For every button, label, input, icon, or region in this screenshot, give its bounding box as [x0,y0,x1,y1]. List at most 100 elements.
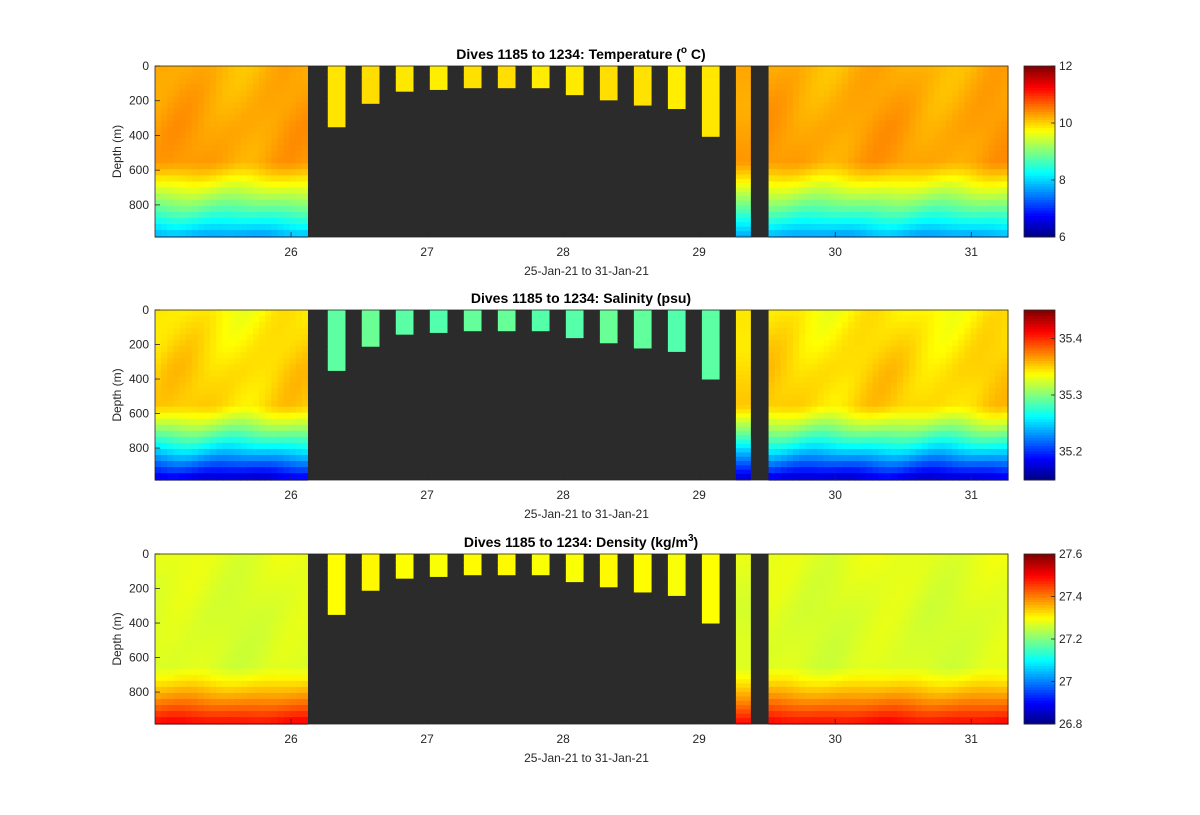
heat-cell [842,370,849,378]
heat-cell [271,132,279,140]
heat-cell [946,84,953,91]
heat-cell [939,66,947,73]
heat-cell [897,424,904,432]
heat-cell [246,72,254,79]
heat-cell [891,412,898,420]
heat-cell [161,668,168,676]
dive-bar [565,66,584,96]
heat-cell [265,467,272,474]
heat-cell [835,436,843,444]
heat-cell [222,352,230,359]
colorbar-swatch [1024,76,1055,80]
heat-cell [878,151,886,158]
heat-cell [173,698,181,706]
heat-cell [289,668,297,676]
heat-cell [768,108,776,116]
heat-cell [222,668,230,676]
heat-cell [252,108,260,116]
heat-cell [289,560,297,567]
heat-cell [866,376,874,384]
dive-cell [327,353,346,358]
heat-cell [835,230,843,237]
heat-cell [179,442,187,450]
heat-cell [842,376,849,384]
heat-cell [173,388,181,396]
heat-cell [234,126,242,134]
dive-cell [667,340,686,346]
heat-cell [829,406,837,414]
heat-cell [891,132,898,140]
heat-cell [265,566,272,573]
heat-cell [927,370,935,378]
heat-cell [891,352,898,359]
heat-cell [283,126,291,134]
heat-cell [173,632,181,640]
heat-cell [829,310,837,317]
heat-cell [234,114,242,122]
heat-cell [167,205,174,213]
heat-cell [179,620,187,628]
heat-cell [277,711,285,718]
heat-cell [774,328,782,335]
heat-cell [283,644,291,652]
heat-cell [842,84,849,91]
heat-cell [982,114,990,122]
heat-cell [179,340,187,347]
dive-cell [531,83,550,89]
dive-cell [735,370,751,376]
heat-cell [946,193,953,201]
heat-cell [848,102,855,110]
heat-cell [1001,230,1008,237]
colorbar-swatch [1024,312,1055,316]
heat-cell [976,310,984,317]
heat-cell [884,322,892,329]
heat-cell [805,230,813,237]
heat-cell [872,388,880,396]
heat-cell [848,358,855,365]
heat-cell [805,199,813,207]
heat-cell [179,322,187,329]
heat-cell [271,199,279,207]
heat-cell [203,717,211,724]
heat-cell [277,454,285,462]
heat-cell [866,394,874,402]
dive-cell [735,469,751,475]
heat-cell [185,96,193,104]
heat-cell [927,382,935,390]
heat-cell [301,572,308,579]
heat-cell [921,316,929,323]
heat-cell [216,650,223,658]
heat-cell [295,572,303,579]
heat-cell [780,90,788,97]
heat-cell [155,181,162,189]
dive-cell [429,310,448,315]
heat-cell [786,217,794,225]
heat-cell [884,120,892,128]
heat-cell [277,223,285,231]
heat-cell [283,163,291,170]
heat-cell [811,328,819,335]
heat-cell [854,132,861,140]
heat-cell [222,328,230,335]
heat-cell [277,346,285,353]
heat-cell [964,400,972,408]
heat-cell [860,461,868,468]
heat-cell [271,187,279,195]
heat-cell [228,560,236,567]
heat-cell [252,620,260,628]
dive-cell [361,335,380,341]
heat-cell [774,418,782,426]
heat-cell [854,90,861,97]
heat-cell [921,310,929,317]
heat-cell [191,187,199,195]
heat-cell [161,310,168,317]
heat-cell [805,144,813,152]
heat-cell [222,157,230,164]
heat-cell [277,644,285,652]
heat-cell [271,334,279,341]
heat-cell [848,138,855,146]
heat-cell [915,132,923,140]
heat-cell [811,223,819,231]
heat-cell [897,175,904,183]
heat-cell [988,364,996,372]
